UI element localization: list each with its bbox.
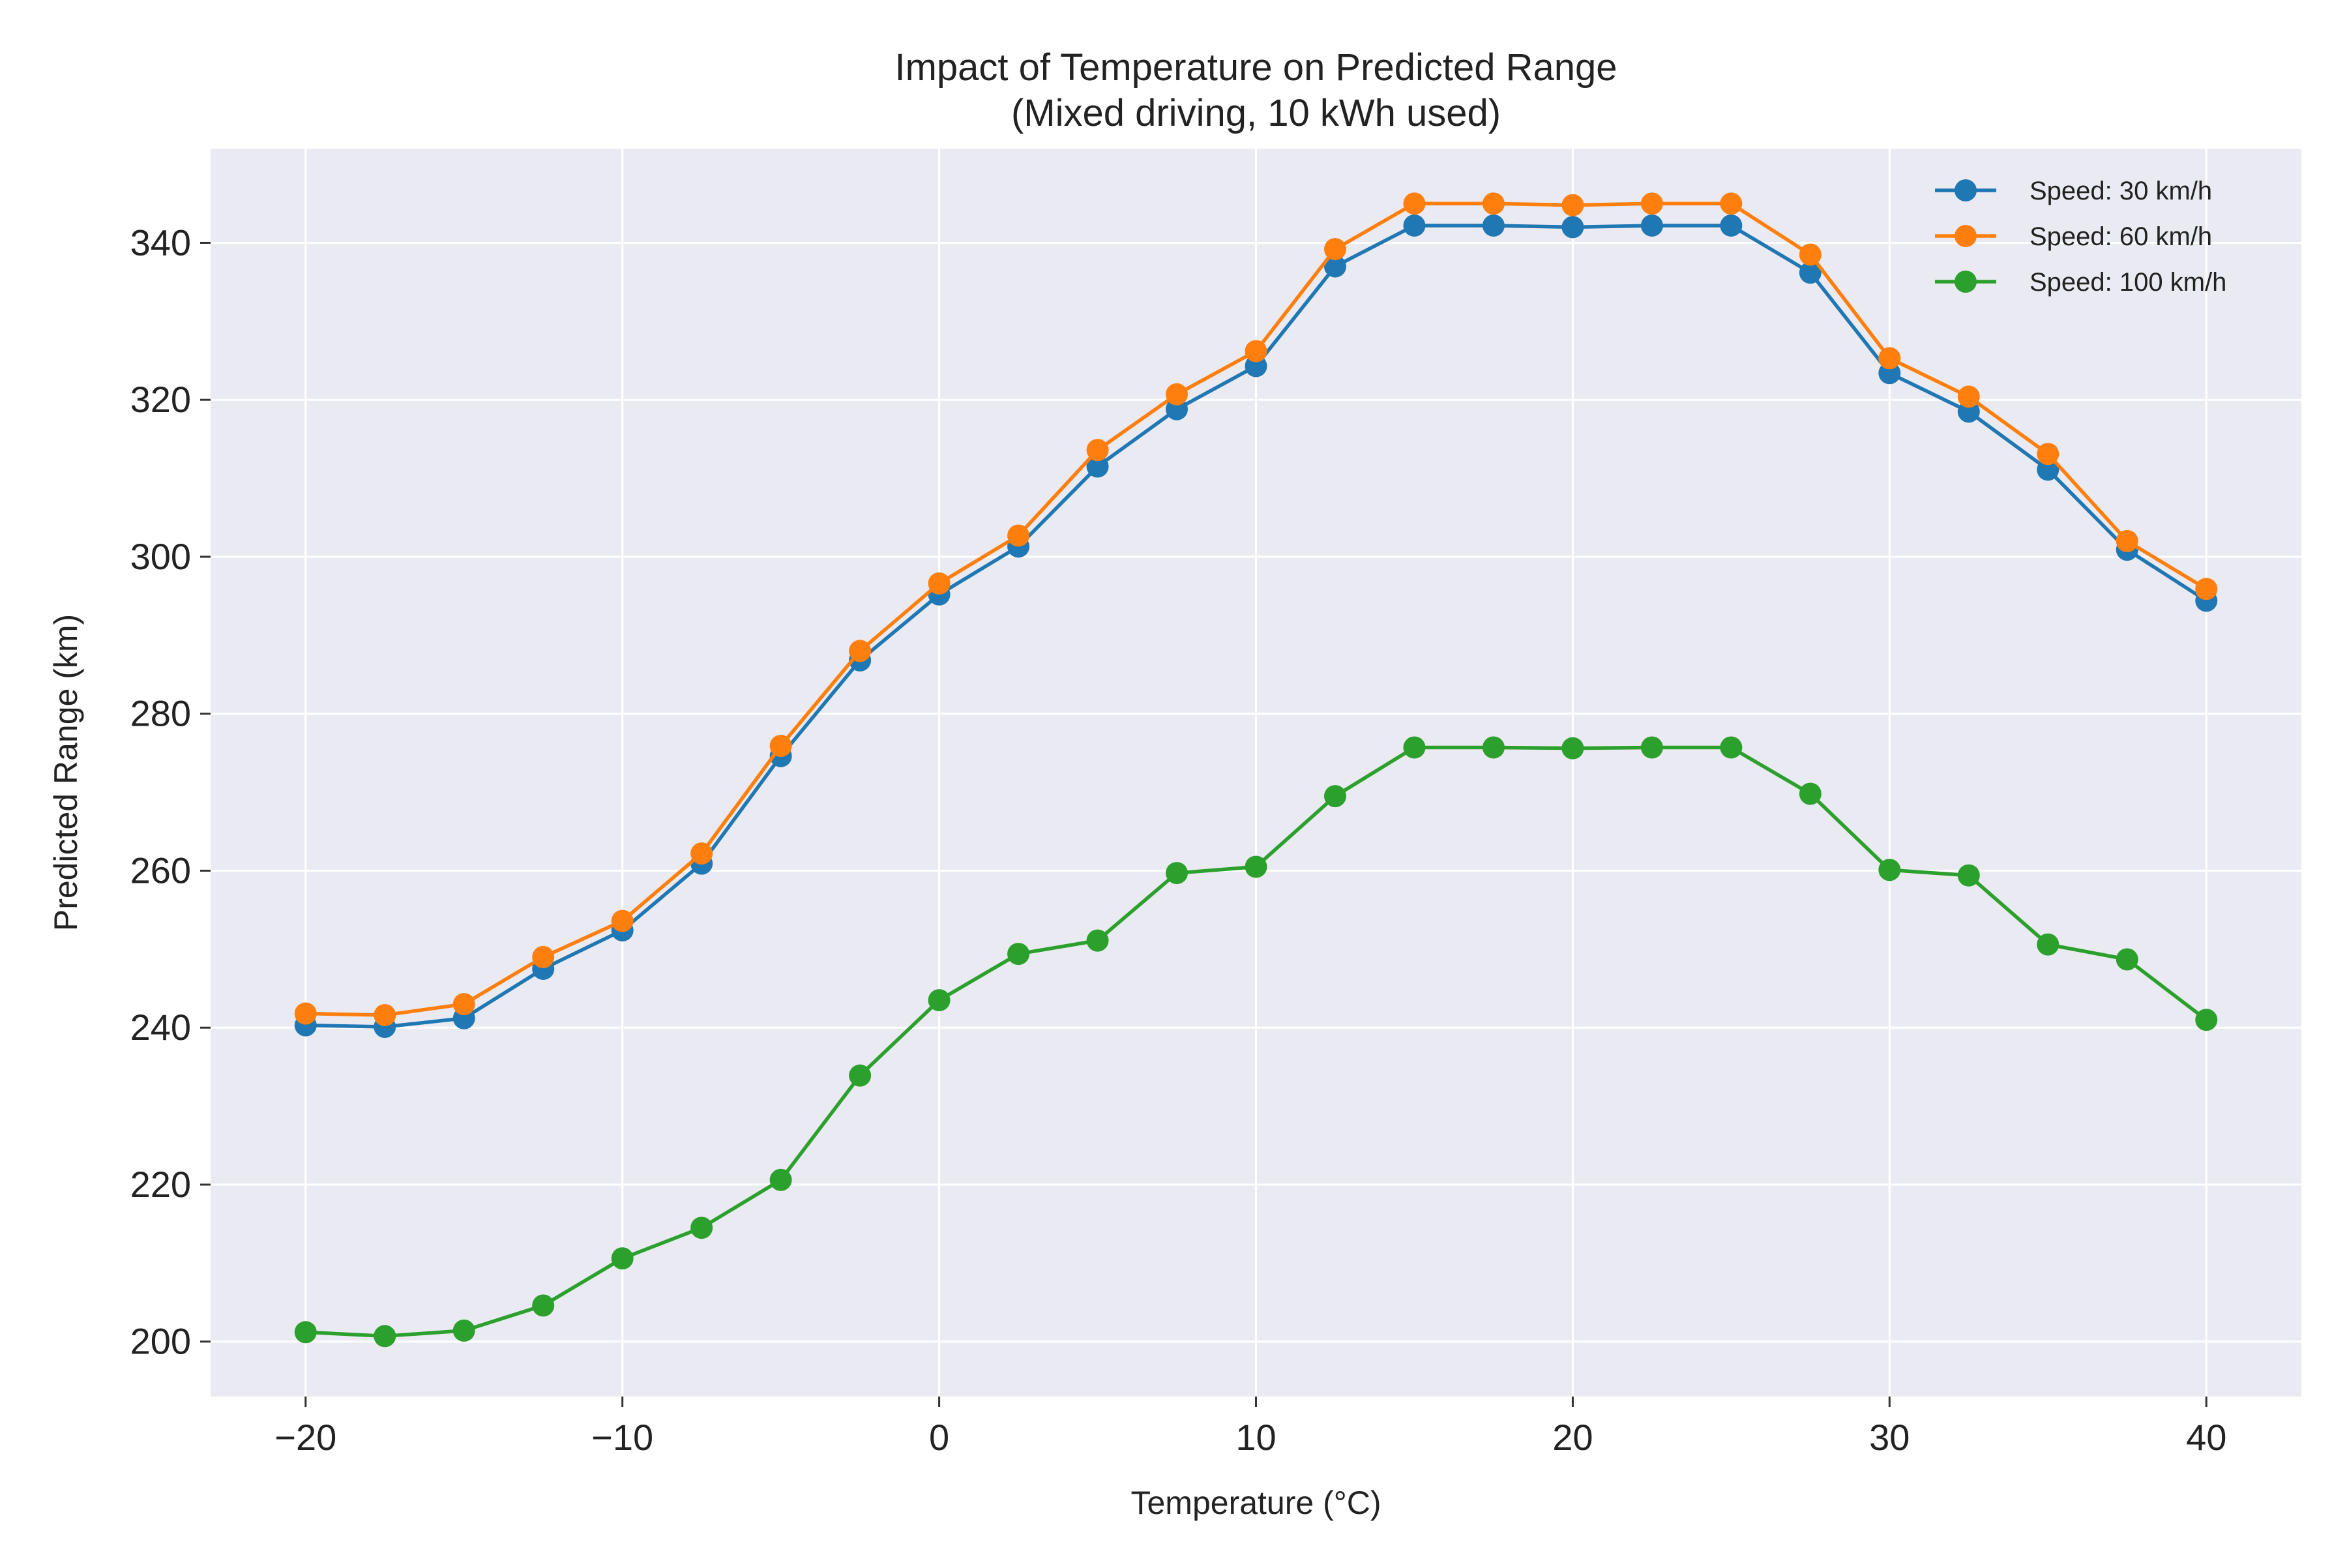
data-point (1561, 194, 1584, 216)
data-point (1640, 214, 1663, 237)
data-point (1561, 216, 1584, 239)
data-point (769, 735, 792, 758)
data-point (2037, 443, 2059, 466)
data-point (1245, 855, 1267, 878)
y-tick-label: 280 (130, 693, 191, 734)
legend-item: Speed: 60 km/h (1935, 222, 2212, 251)
data-point (1323, 255, 1346, 278)
legend-item: Speed: 100 km/h (1935, 268, 2226, 297)
chart-subtitle: (Mixed driving, 10 kWh used) (1011, 92, 1501, 134)
data-point (1007, 943, 1030, 966)
legend-marker (1955, 271, 1977, 293)
data-point (1561, 737, 1584, 760)
data-point (1166, 383, 1188, 406)
data-point (1482, 192, 1505, 215)
data-point (2037, 933, 2059, 956)
data-point (452, 993, 475, 1016)
y-axis-label: Predicted Range (km) (48, 614, 84, 931)
data-point (849, 640, 872, 662)
legend-marker (1955, 225, 1977, 247)
series-2 (294, 192, 2218, 1026)
data-point (690, 1217, 713, 1239)
data-point (1640, 192, 1663, 215)
data-point (1086, 455, 1109, 478)
data-point (1403, 214, 1426, 237)
data-point (1403, 736, 1426, 759)
data-point (1323, 785, 1346, 808)
x-tick-label: 40 (2186, 1417, 2226, 1458)
data-point (690, 842, 713, 865)
data-point (928, 572, 951, 595)
data-point (611, 910, 634, 932)
data-point (1086, 929, 1109, 952)
data-point (928, 989, 951, 1012)
y-tick-label: 200 (130, 1321, 191, 1362)
data-point (1957, 864, 1980, 887)
y-tick-label: 220 (130, 1164, 191, 1205)
x-axis-label: Temperature (°C) (1131, 1485, 1381, 1521)
y-tick-label: 260 (130, 850, 191, 891)
data-point (532, 1294, 555, 1317)
data-point (1007, 524, 1030, 547)
data-point (1086, 439, 1109, 462)
data-point (1799, 261, 1822, 284)
data-point (1640, 736, 1663, 759)
data-point (1957, 385, 1980, 408)
data-point (1482, 736, 1505, 759)
data-point (452, 1319, 475, 1342)
data-point (374, 1003, 396, 1026)
x-tick-label: −20 (274, 1417, 336, 1458)
data-point (2195, 578, 2218, 600)
data-point (1799, 782, 1822, 805)
data-point (2116, 948, 2138, 971)
axes: −20 −10 0 10 20 30 40 200 220 240 260 280 300 320 340 (130, 222, 2227, 1458)
data-point (2116, 529, 2138, 552)
x-tick-label: 0 (929, 1417, 949, 1458)
data-point (1878, 859, 1901, 881)
data-point (1166, 862, 1188, 885)
data-point (374, 1325, 396, 1348)
x-tick-label: 30 (1869, 1417, 1910, 1458)
x-tick-label: −10 (591, 1417, 653, 1458)
y-tick-label: 320 (130, 379, 191, 420)
x-tick-label: 10 (1235, 1417, 1276, 1458)
y-tick-label: 300 (130, 536, 191, 577)
series-3 (294, 736, 2218, 1348)
data-point (294, 1321, 317, 1344)
y-tick-label: 340 (130, 222, 191, 263)
data-point (611, 1247, 634, 1270)
data-point (1720, 192, 1743, 215)
data-point (1720, 736, 1743, 759)
data-point (769, 1168, 792, 1191)
legend-marker (1955, 179, 1977, 201)
data-point (849, 1064, 872, 1087)
legend-label: Speed: 60 km/h (2030, 222, 2212, 251)
data-point (1720, 214, 1743, 237)
legend-label: Speed: 30 km/h (2030, 177, 2212, 205)
data-point (1482, 214, 1505, 237)
data-point (1878, 347, 1901, 370)
legend: Speed: 30 km/h Speed: 60 km/h Speed: 100 k… (1935, 177, 2226, 297)
data-point (1799, 243, 1822, 266)
data-point (1403, 192, 1426, 215)
data-point (532, 945, 555, 968)
data-point (2037, 458, 2059, 481)
legend-item: Speed: 30 km/h (1935, 177, 2212, 205)
chart-title: Impact of Temperature on Predicted Range (894, 46, 1617, 89)
data-point (294, 1002, 317, 1025)
x-tick-label: 20 (1552, 1417, 1593, 1458)
series-group (294, 192, 2218, 1348)
data-point (2195, 1009, 2218, 1031)
legend-label: Speed: 100 km/h (2030, 268, 2226, 297)
y-tick-label: 240 (130, 1007, 191, 1048)
data-point (1323, 238, 1346, 261)
data-point (1245, 340, 1267, 362)
